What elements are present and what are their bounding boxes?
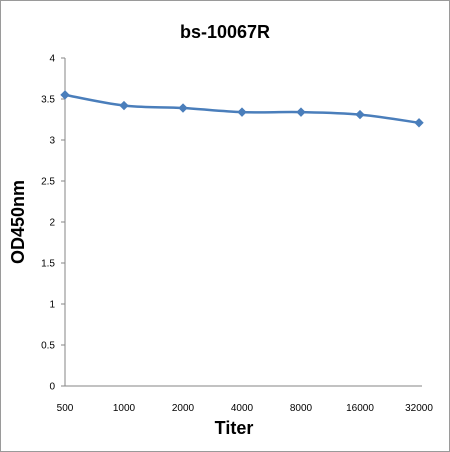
y-tick-label: 3.5 [41, 95, 55, 106]
x-tick-label: 500 [57, 403, 74, 414]
data-point-marker [119, 100, 129, 111]
data-point-marker [296, 107, 306, 117]
x-tick-label: 32000 [405, 403, 433, 414]
data-point-marker [414, 118, 424, 128]
x-tick-label: 16000 [346, 403, 374, 414]
y-tick-label: 3 [49, 136, 55, 147]
series-layer [60, 90, 424, 128]
y-tick-label: 4 [49, 54, 55, 65]
x-tick-label: 1000 [113, 403, 136, 414]
y-tick-label: 2 [49, 218, 55, 229]
x-axis-title: Titer [215, 418, 254, 438]
x-tick-label: 2000 [172, 403, 195, 414]
x-tick-label: 4000 [231, 403, 254, 414]
chart-title: bs-10067R [180, 22, 270, 42]
data-point-marker [237, 107, 247, 117]
tick-labels: 0 0.5 1 1.5 2 2.5 3 3.5 4 500 1000 2000 4000 8000 1600… [41, 54, 433, 415]
data-point-marker [60, 90, 70, 100]
data-point-marker [178, 103, 188, 113]
y-tick-label: 1.5 [41, 259, 55, 270]
y-tick-label: 0 [49, 382, 55, 393]
y-tick-label: 1 [49, 300, 55, 311]
x-tick-label: 8000 [290, 403, 313, 414]
data-point-marker [355, 109, 365, 120]
y-tick-label: 2.5 [41, 177, 55, 188]
y-tick-label: 0.5 [41, 341, 55, 352]
y-axis-title: OD450nm [8, 180, 28, 264]
axes [61, 57, 422, 387]
